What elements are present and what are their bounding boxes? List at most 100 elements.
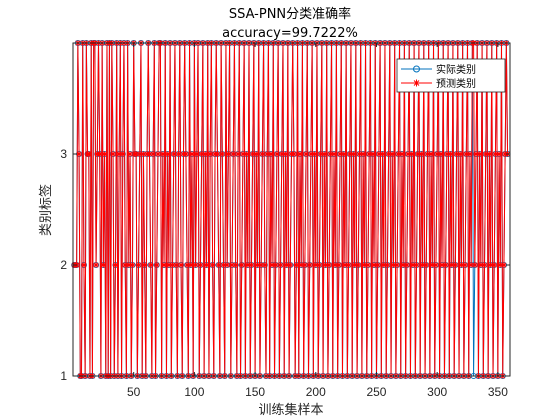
data-point	[326, 262, 332, 268]
data-point	[198, 151, 205, 157]
data-point	[332, 262, 338, 268]
series-line-1	[74, 42, 509, 377]
data-point	[468, 262, 474, 268]
data-point	[342, 262, 348, 268]
x-axis-label: 训练集样本	[258, 402, 323, 418]
data-point	[253, 151, 260, 157]
data-point	[376, 151, 382, 157]
plot-frame	[72, 42, 511, 377]
data-point	[492, 151, 499, 157]
data-point	[316, 262, 323, 268]
data-point	[155, 151, 161, 157]
y-tick-label: 2	[60, 258, 67, 272]
data-point	[219, 151, 226, 157]
data-point	[424, 151, 431, 157]
data-point	[433, 262, 439, 268]
data-point	[269, 262, 275, 268]
data-point	[384, 262, 391, 268]
data-point	[434, 151, 440, 157]
data-point	[453, 151, 460, 157]
x-tick-label: 100	[184, 385, 204, 399]
data-point	[133, 151, 139, 157]
data-point	[467, 151, 473, 157]
data-point	[355, 262, 362, 268]
data-point	[150, 151, 156, 157]
data-point	[225, 151, 232, 157]
data-point	[448, 262, 455, 268]
data-point	[457, 151, 464, 157]
data-point	[203, 262, 210, 268]
data-point	[268, 151, 274, 157]
data-point	[110, 151, 116, 157]
data-point	[122, 262, 128, 268]
data-point	[340, 151, 347, 157]
data-point	[272, 262, 279, 268]
data-point	[249, 151, 256, 157]
data-point	[346, 151, 353, 157]
data-point	[423, 262, 430, 268]
data-point	[220, 262, 227, 268]
data-point	[140, 151, 147, 157]
data-point	[428, 151, 434, 157]
data-point	[336, 262, 342, 268]
data-point	[380, 262, 387, 268]
legend-marker-predicted	[413, 79, 420, 87]
data-point	[277, 262, 284, 268]
y-axis: 1 2 3	[60, 147, 510, 383]
data-point	[209, 262, 216, 268]
legend: 实际类别 预测类别	[396, 58, 506, 93]
data-point	[321, 151, 328, 157]
data-point	[390, 262, 397, 268]
data-point	[442, 262, 449, 268]
data-point	[374, 262, 381, 268]
data-point	[112, 262, 119, 268]
data-point	[291, 151, 297, 157]
data-point	[161, 262, 167, 268]
data-point	[351, 262, 358, 268]
data-point	[371, 262, 377, 268]
data-point	[261, 262, 268, 268]
data-point	[404, 262, 410, 268]
data-point	[482, 151, 489, 157]
data-point	[331, 151, 337, 157]
data-point	[184, 262, 190, 268]
data-point	[312, 262, 319, 268]
data-point	[178, 262, 184, 268]
data-point	[405, 151, 411, 157]
data-point	[243, 151, 250, 157]
y-tick-label: 1	[60, 369, 67, 383]
data-point	[439, 262, 445, 268]
data-point	[230, 151, 237, 157]
data-point	[93, 262, 99, 268]
data-point	[365, 262, 371, 268]
data-point	[232, 262, 239, 268]
data-point	[141, 262, 148, 268]
data-point	[302, 262, 308, 268]
data-point	[100, 262, 107, 268]
legend-label-predicted: 预测类别	[436, 77, 476, 90]
data-point	[322, 262, 329, 268]
data-point	[356, 151, 363, 157]
data-point	[413, 262, 420, 268]
data-point	[147, 262, 154, 268]
data-point	[287, 262, 294, 268]
data-point	[418, 151, 425, 157]
data-point	[496, 151, 502, 157]
data-point	[258, 262, 264, 268]
data-point	[264, 151, 271, 157]
data-point	[96, 151, 103, 157]
data-point	[194, 151, 200, 157]
data-point	[283, 262, 290, 268]
data-point	[337, 151, 343, 157]
data-point	[394, 262, 400, 268]
x-tick-label: 200	[306, 385, 326, 399]
data-point	[245, 262, 251, 268]
data-point	[85, 151, 92, 157]
data-point	[350, 151, 357, 157]
data-point	[497, 262, 504, 268]
data-point	[308, 151, 314, 157]
data-point	[183, 151, 189, 157]
data-point	[400, 262, 406, 268]
data-point	[76, 151, 82, 157]
